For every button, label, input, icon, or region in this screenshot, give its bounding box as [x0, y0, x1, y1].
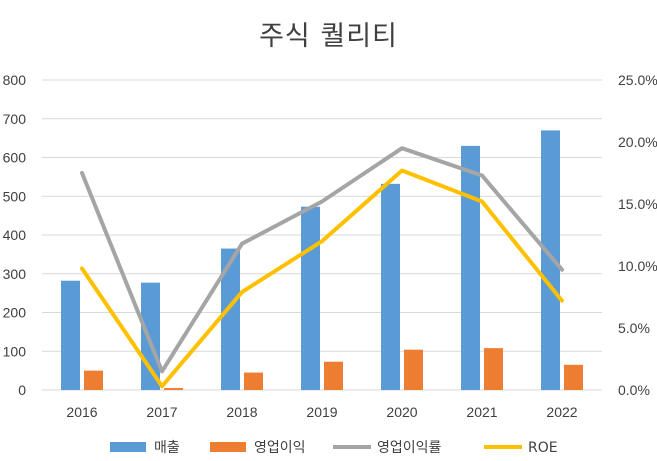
bar-operating-profit	[244, 372, 263, 390]
bar-operating-profit	[84, 370, 103, 390]
y-left-tick-label: 700	[3, 111, 27, 127]
bar-sales	[461, 145, 480, 390]
legend: 매출 영업이익 영업이익률 ROE	[110, 440, 558, 456]
x-tick-label: 2016	[66, 404, 97, 420]
bar-sales	[381, 183, 400, 390]
legend-swatch	[210, 442, 246, 452]
y-right-tick-label: 25.0%	[618, 72, 657, 88]
legend-label: 매출	[154, 440, 180, 456]
y-left-tick-label: 100	[3, 343, 27, 359]
y-left-tick-label: 600	[3, 150, 27, 166]
bar-sales	[61, 280, 80, 390]
y-left-tick-label: 500	[3, 188, 27, 204]
y-left-tick-label: 200	[3, 305, 27, 321]
x-tick-label: 2018	[226, 404, 257, 420]
bar-sales	[301, 206, 320, 390]
gridlines	[42, 79, 602, 391]
bar-sales	[541, 130, 560, 390]
y-right-tick-label: 10.0%	[618, 258, 657, 274]
legend-label: 영업이익	[254, 440, 306, 456]
axes: 0 100 200 300 400 500 600 700 800 0.0% 5.0% 10.0% 15…	[3, 72, 657, 420]
y-right-tick-label: 20.0%	[618, 134, 657, 150]
bar-sales	[141, 282, 160, 390]
x-tick-label: 2019	[306, 404, 337, 420]
y-left-tick-label: 0	[18, 382, 26, 398]
legend-swatch	[110, 442, 146, 452]
x-tick-label: 2021	[466, 404, 497, 420]
legend-label: ROE	[528, 440, 558, 456]
bar-operating-profit	[564, 364, 583, 390]
y-right-tick-label: 15.0%	[618, 196, 657, 212]
bar-sales	[221, 248, 240, 390]
bar-operating-profit	[324, 361, 343, 390]
line-series	[80, 146, 564, 389]
bar-operating-profit	[164, 388, 183, 390]
x-tick-label: 2017	[146, 404, 177, 420]
x-tick-label: 2020	[386, 404, 417, 420]
chart-title: 주식 퀄리티	[259, 21, 398, 52]
y-left-tick-label: 400	[3, 227, 27, 243]
y-right-tick-label: 5.0%	[618, 320, 650, 336]
y-left-tick-label: 300	[3, 266, 27, 282]
x-tick-label: 2022	[546, 404, 577, 420]
y-left-tick-label: 800	[3, 72, 27, 88]
legend-label: 영업이익률	[377, 440, 442, 456]
bar-operating-profit	[484, 348, 503, 390]
bar-operating-profit	[404, 349, 423, 390]
y-right-tick-label: 0.0%	[618, 382, 650, 398]
bar-series	[61, 130, 583, 390]
